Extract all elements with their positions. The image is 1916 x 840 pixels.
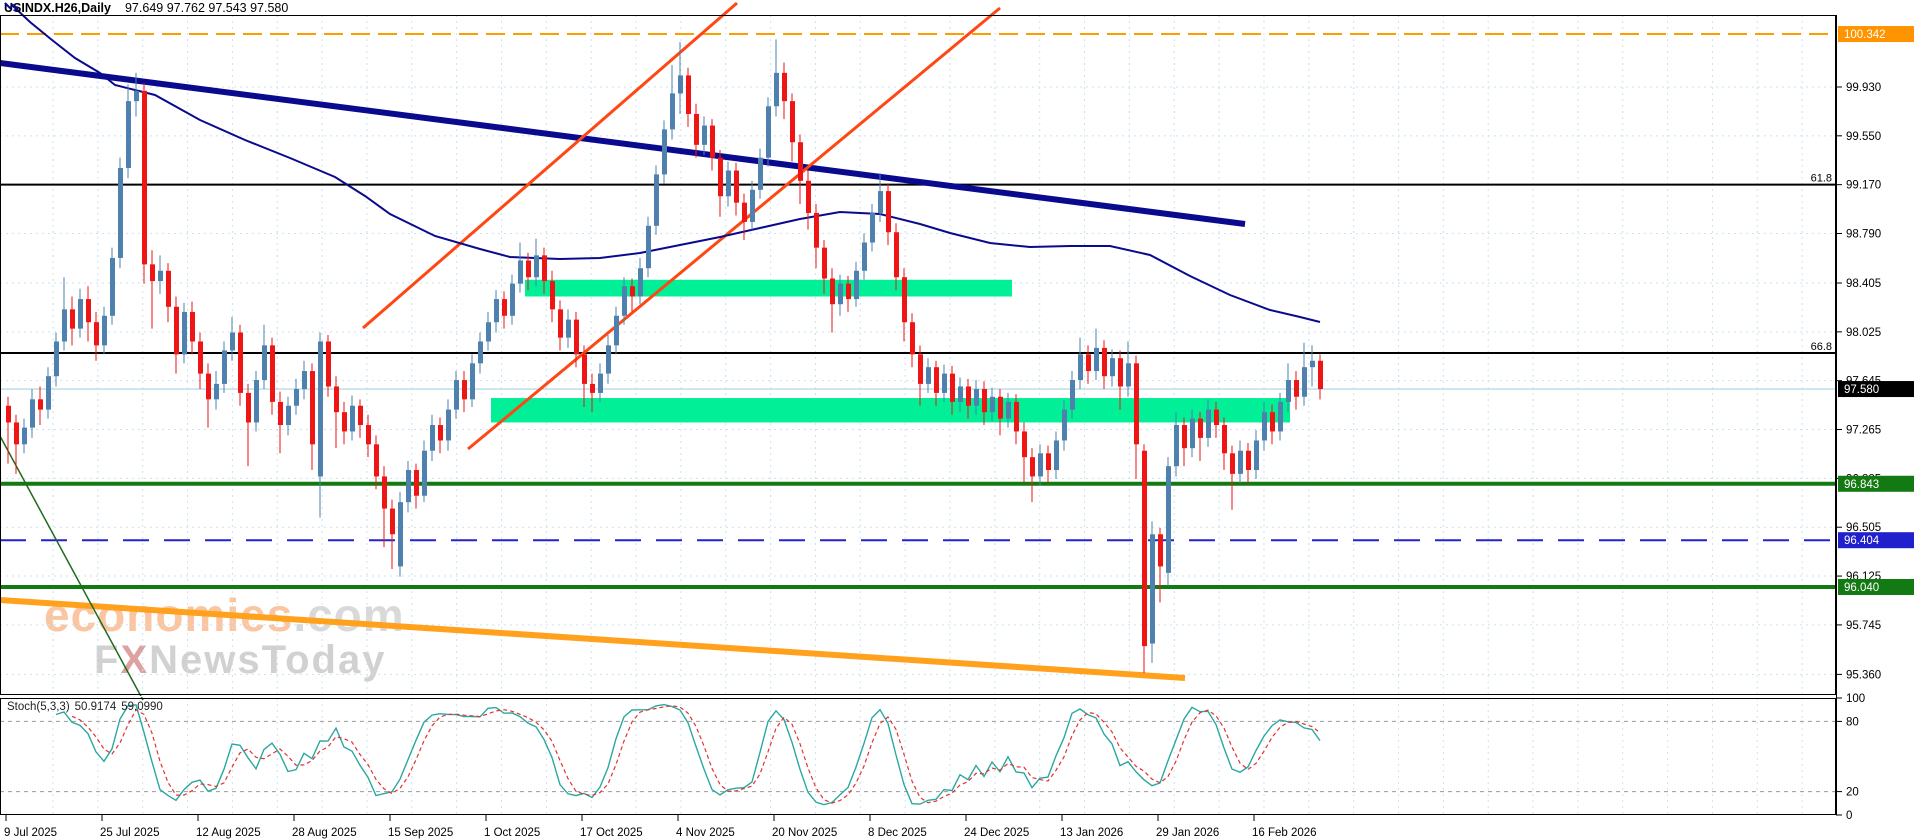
time-axis-label: 25 Jul 2025 [100, 827, 159, 839]
time-axis-label: 13 Jan 2026 [1060, 827, 1123, 839]
price-axis-label: 97.265 [1846, 425, 1881, 437]
panel-separator[interactable] [0, 696, 1836, 697]
price-axis-label: 98.025 [1846, 327, 1881, 339]
ohlc-quote-values: 97.649 97.762 97.543 97.580 [124, 1, 289, 15]
chart-icon [4, 2, 19, 11]
stoch-d-line [71, 705, 1321, 804]
price-axis-label: 98.790 [1846, 229, 1881, 241]
candles-layer [6, 39, 1323, 674]
time-axis-label: 9 Jul 2025 [4, 827, 57, 839]
price-badge: 96.404 [1838, 532, 1914, 549]
time-axis-label: 20 Nov 2025 [772, 827, 837, 839]
price-badge: 97.580 [1838, 381, 1914, 398]
price-axis-label: 98.405 [1846, 278, 1881, 290]
time-axis-label: 1 Oct 2025 [484, 827, 540, 839]
stoch-axis[interactable]: 100 80 20 0 [1836, 693, 1865, 822]
time-axis-label: 16 Feb 2026 [1252, 827, 1317, 839]
time-axis-label: 28 Aug 2025 [292, 827, 357, 839]
time-axis-label: 24 Dec 2025 [964, 827, 1029, 839]
rising-channel-line-2[interactable] [467, 6, 1001, 451]
price-axis-label: 99.170 [1846, 180, 1881, 192]
stoch-axis-label: 80 [1846, 716, 1859, 728]
time-axis-label: 29 Jan 2026 [1156, 827, 1219, 839]
price-badge: 96.040 [1838, 578, 1914, 595]
falling-line-green[interactable] [0, 435, 144, 701]
svg-text:96.040: 96.040 [1844, 582, 1879, 594]
price-axis-label: 99.550 [1846, 131, 1881, 143]
price-badge: 100.342 [1838, 26, 1914, 43]
fib-level-label: 66.8 [1811, 341, 1832, 353]
support-trendline-orange[interactable] [0, 597, 1186, 681]
horizontal-level-lines[interactable] [0, 33, 1836, 589]
price-axis-label: 96.505 [1846, 522, 1881, 534]
resistance-trendline-thick[interactable] [0, 60, 1246, 227]
price-badge: 96.843 [1838, 475, 1914, 492]
stoch-axis-label: 100 [1846, 693, 1865, 705]
chart-title-bar: USINDX.H26,Daily 97.649 97.762 97.543 97… [4, 1, 288, 15]
grid-lines [0, 15, 1836, 815]
rising-channel-line-1[interactable] [362, 1, 738, 330]
price-axis-label: 99.930 [1846, 82, 1881, 94]
time-axis-label: 4 Nov 2025 [676, 827, 735, 839]
stoch-axis-label: 0 [1846, 810, 1852, 822]
stoch-k-line [55, 703, 1321, 806]
time-axis-label: 17 Oct 2025 [580, 827, 643, 839]
price-axis-label: 95.745 [1846, 620, 1881, 632]
stoch-axis-label: 20 [1846, 787, 1859, 799]
supply-demand-bands[interactable] [491, 279, 1290, 423]
panel-frames [0, 15, 1837, 815]
stoch-name: Stoch(5,3,3) [7, 701, 70, 713]
time-axis[interactable]: 9 Jul 2025 25 Jul 2025 12 Aug 2025 28 Aug 2… [4, 815, 1317, 839]
stochastic-indicator-label: Stoch(5,3,3) 50.9174 59.0990 [7, 701, 168, 713]
stoch-signal-value: 59.0990 [121, 701, 163, 713]
svg-text:100.342: 100.342 [1844, 29, 1886, 41]
svg-text:96.843: 96.843 [1844, 479, 1879, 491]
moving-average-line[interactable] [12, 5, 1321, 323]
stoch-main-value: 50.9174 [74, 701, 117, 713]
fib-level-label: 61.8 [1811, 173, 1832, 185]
time-axis-label: 8 Dec 2025 [868, 827, 927, 839]
svg-text:97.580: 97.580 [1844, 384, 1879, 396]
price-axis-label: 95.360 [1846, 669, 1881, 681]
time-axis-label: 15 Sep 2025 [388, 827, 453, 839]
time-axis-label: 12 Aug 2025 [196, 827, 261, 839]
svg-text:96.404: 96.404 [1844, 535, 1880, 547]
symbol-timeframe-label: USINDX.H26,Daily [4, 1, 111, 15]
